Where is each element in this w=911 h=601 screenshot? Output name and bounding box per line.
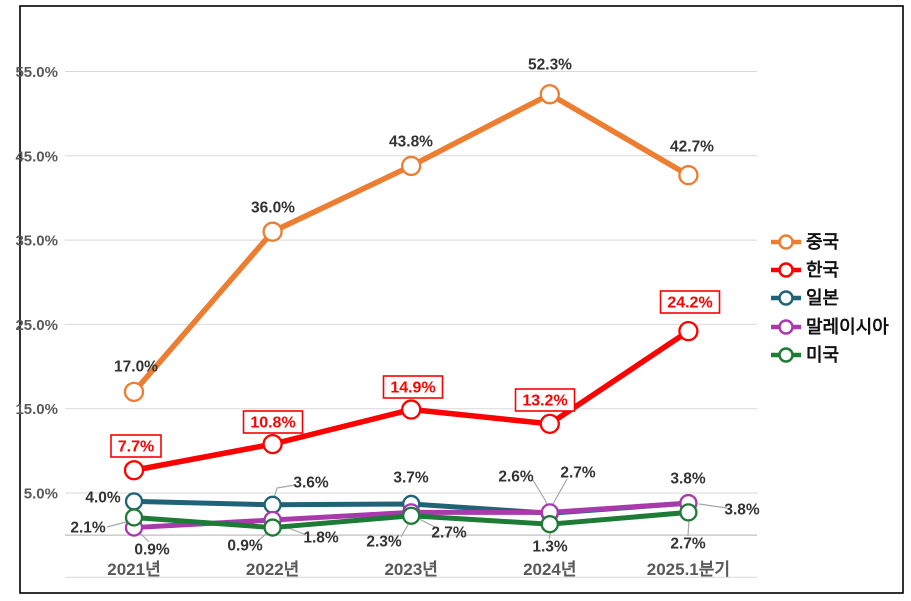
data-label-usa-1: 0.9% — [227, 538, 263, 555]
data-label-box-korea-2 — [382, 375, 444, 399]
data-point-china-4 — [678, 165, 699, 186]
data-label-box-korea-3 — [514, 388, 576, 412]
data-label-malaysia-3: 2.7% — [560, 465, 596, 482]
label-leader-malaysia-3 — [552, 478, 568, 505]
data-label-korea-1: 10.8% — [250, 415, 295, 432]
data-label-japan-2: 3.7% — [393, 470, 429, 487]
x-axis-label-4: 2025.1분기 — [647, 560, 730, 579]
y-axis-tick-label: 5.0% — [24, 486, 58, 503]
y-axis-tick-label: 55.0% — [15, 64, 58, 81]
legend-label-japan: 일본 — [806, 288, 839, 308]
data-label-usa-0: 2.1% — [70, 520, 106, 537]
legend-marker-circle-usa — [778, 347, 794, 363]
label-leader-usa-4 — [687, 518, 690, 537]
label-leader-usa-0 — [106, 521, 127, 528]
data-label-usa-4: 2.7% — [670, 536, 706, 553]
data-point-korea-0 — [123, 460, 145, 481]
y-axis-tick-label: 25.0% — [15, 317, 58, 334]
legend-item-japan: 일본 — [771, 288, 839, 308]
data-point-usa-0 — [124, 508, 144, 527]
data-label-usa-3: 1.3% — [532, 539, 568, 556]
data-point-usa-2 — [402, 506, 421, 525]
data-point-korea-3 — [539, 413, 560, 435]
legend-item-china: 중국 — [771, 232, 839, 252]
data-label-china-4: 42.7% — [670, 139, 714, 156]
data-label-malaysia-2: 2.7% — [431, 525, 467, 542]
data-label-malaysia-0: 0.9% — [134, 542, 170, 559]
data-point-usa-1 — [263, 518, 282, 537]
data-point-japan-1 — [263, 495, 282, 514]
data-point-china-3 — [539, 84, 560, 105]
data-label-box-korea-0 — [110, 434, 162, 458]
data-point-china-1 — [262, 221, 283, 242]
label-leader-usa-2 — [400, 522, 410, 538]
x-axis-label-2: 2023년 — [384, 560, 437, 579]
data-point-korea-4 — [678, 320, 699, 342]
data-label-box-korea-1 — [242, 410, 304, 434]
data-label-korea-0: 7.7% — [118, 439, 154, 456]
data-label-china-2: 43.8% — [389, 134, 433, 151]
figure-border — [19, 5, 904, 594]
label-leader-japan-1 — [273, 484, 296, 499]
data-label-box-korea-4 — [659, 290, 721, 314]
data-point-korea-2 — [401, 399, 422, 420]
legend-item-korea: 한국 — [771, 260, 839, 280]
y-axis-tick-label: 45.0% — [15, 148, 58, 165]
legend-label-china: 중국 — [806, 232, 839, 252]
data-point-china-2 — [401, 155, 422, 177]
data-label-china-0: 17.0% — [114, 359, 158, 376]
data-label-japan-3: 2.6% — [498, 469, 534, 486]
y-axis-tick-label: 15.0% — [15, 401, 58, 418]
x-axis-label-3: 2024년 — [523, 560, 576, 579]
data-point-korea-1 — [262, 433, 283, 455]
legend-label-usa: 미국 — [806, 345, 839, 365]
data-label-china-3: 52.3% — [528, 57, 572, 74]
legend-item-malaysia: 말레이시아 — [771, 317, 889, 337]
data-label-japan-1: 3.6% — [293, 475, 329, 492]
label-leader-malaysia-2 — [418, 518, 438, 529]
data-label-usa-2: 2.3% — [366, 534, 402, 551]
x-axis-label-1: 2022년 — [246, 560, 299, 579]
data-label-malaysia-1: 1.8% — [303, 530, 339, 547]
data-label-japan-4: 3.8% — [670, 471, 706, 488]
legend-marker-circle-korea — [778, 262, 794, 278]
data-point-japan-0 — [124, 492, 144, 511]
x-axis-label-0: 2021년 — [107, 560, 160, 579]
legend-label-korea: 한국 — [806, 260, 839, 280]
legend-marker-circle-japan — [778, 290, 794, 306]
data-point-china-0 — [123, 381, 145, 402]
legend-marker-circle-malaysia — [778, 319, 794, 335]
data-label-korea-2: 14.9% — [390, 380, 435, 397]
data-label-china-1: 36.0% — [251, 200, 295, 217]
legend-label-malaysia: 말레이시아 — [806, 317, 889, 337]
data-label-korea-3: 13.2% — [522, 393, 567, 410]
data-point-usa-3 — [540, 515, 559, 534]
label-leader-malaysia-4 — [698, 503, 728, 509]
legend-item-usa: 미국 — [771, 345, 839, 365]
y-axis-tick-label: 35.0% — [15, 233, 58, 250]
data-point-usa-4 — [679, 503, 698, 522]
data-label-korea-4: 24.2% — [667, 295, 712, 312]
legend-marker-circle-china — [778, 234, 794, 250]
data-label-japan-0: 4.0% — [85, 490, 121, 507]
data-label-malaysia-4: 3.8% — [724, 502, 760, 519]
